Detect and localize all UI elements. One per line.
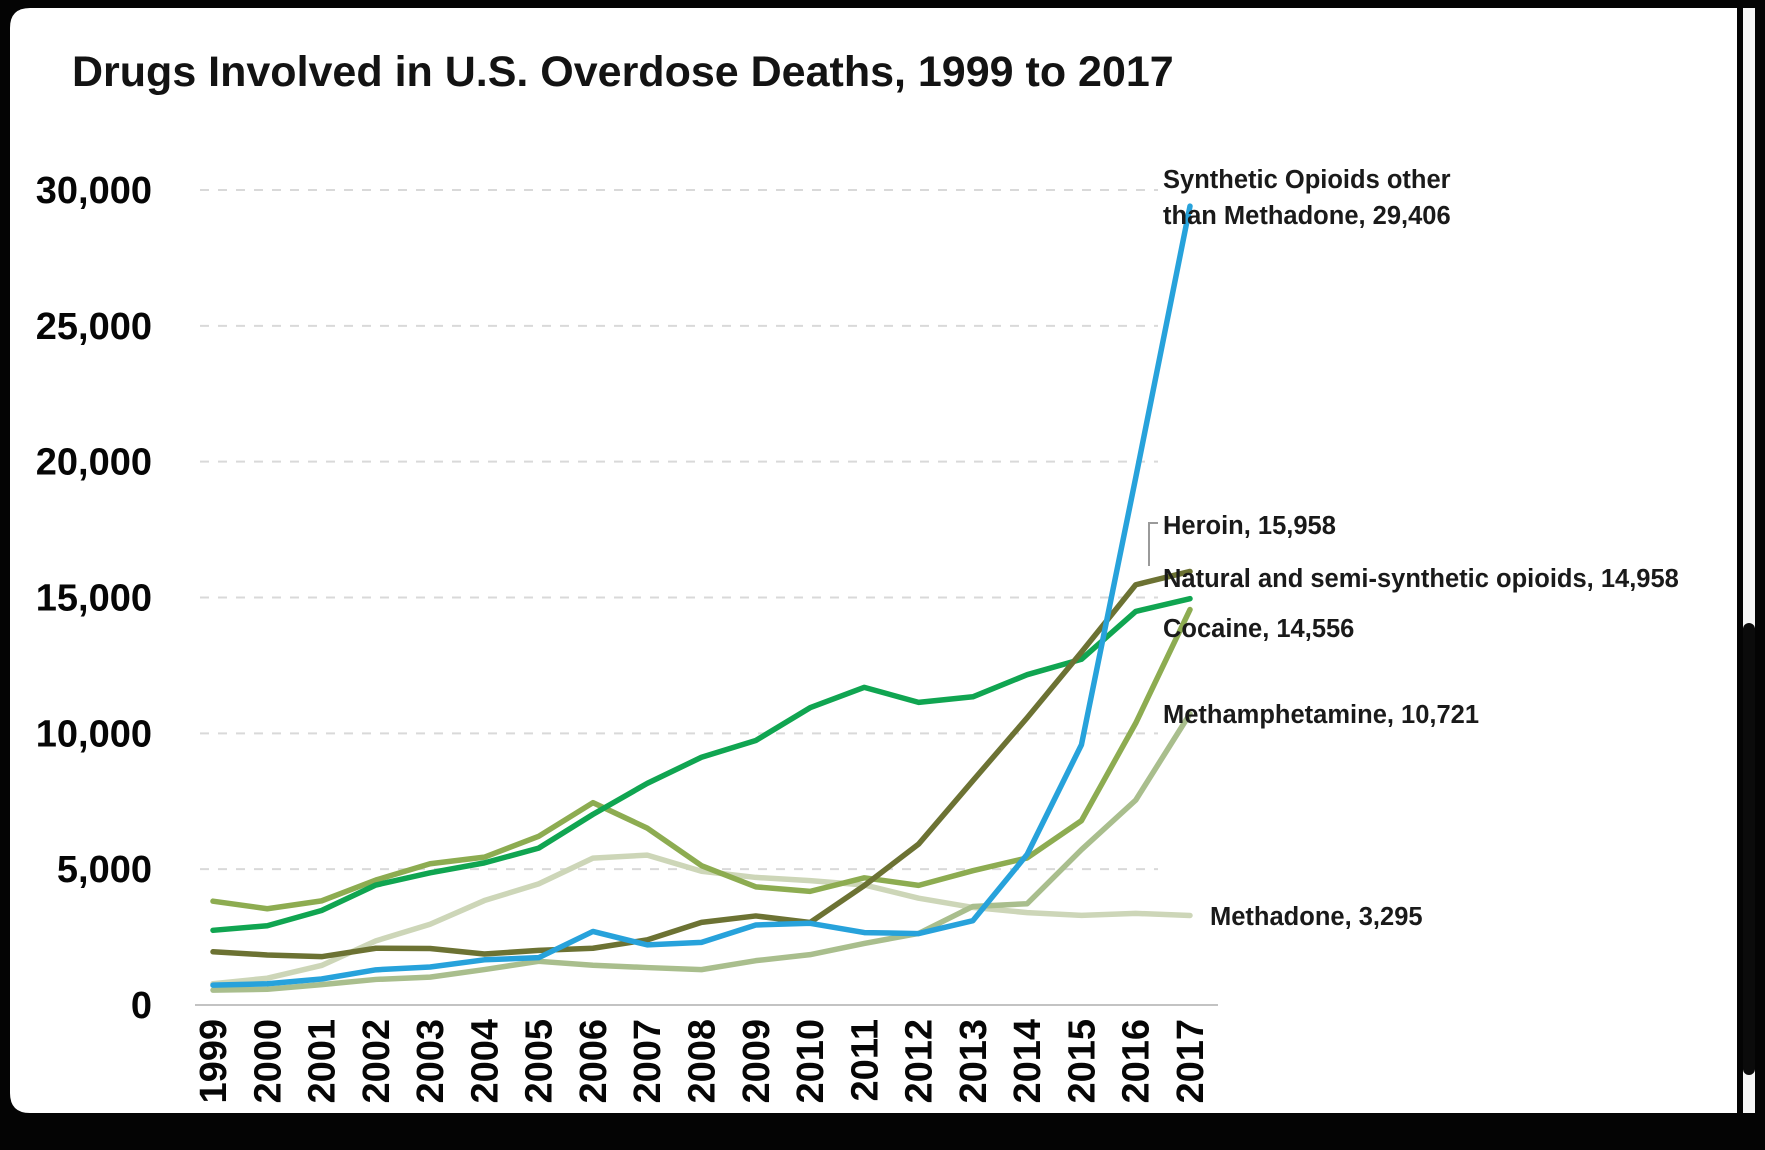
series-label-methadone: Methadone, 3,295: [1210, 903, 1423, 931]
x-tick-label-2016: 2016: [1116, 1019, 1158, 1104]
series-label-cocaine: Cocaine, 14,556: [1163, 615, 1354, 643]
y-tick-label: 15,000: [36, 578, 152, 620]
x-tick-label-2000: 2000: [247, 1019, 289, 1104]
y-tick-label: 30,000: [36, 170, 152, 212]
x-tick-label-2012: 2012: [899, 1019, 941, 1104]
x-tick-label-2017: 2017: [1170, 1019, 1212, 1104]
series-label-synthetic-opioids-other-than-methadone: Synthetic Opioids other: [1163, 166, 1451, 194]
x-tick-label-2011: 2011: [844, 1019, 886, 1101]
chart-title: Drugs Involved in U.S. Overdose Deaths, …: [72, 48, 1174, 96]
series-line-methadone: [210, 852, 1193, 987]
series-end-labels: Synthetic Opioids other than Methadone, 2…: [1163, 166, 1679, 931]
x-tick-label-2001: 2001: [302, 1019, 344, 1104]
series-label-synthetic-opioids-other-than-methadone: than Methadone, 29,406: [1163, 202, 1451, 230]
series-label-heroin: Heroin, 15,958: [1163, 512, 1336, 540]
x-tick-label-2008: 2008: [682, 1019, 724, 1104]
y-tick-label: 10,000: [36, 713, 152, 755]
gridlines: [200, 189, 1158, 871]
series-line-natural-and-semi-synthetic-opioids: [210, 595, 1193, 934]
x-tick-label-2013: 2013: [953, 1019, 995, 1104]
y-axis-tick-labels: 0 5,000 10,000 15,000 20,000 25,000 30,000: [36, 170, 152, 1027]
x-tick-label-2005: 2005: [519, 1019, 561, 1104]
x-tick-label-2007: 2007: [627, 1019, 669, 1104]
x-tick-label-2009: 2009: [736, 1019, 778, 1104]
y-tick-label: 0: [131, 985, 152, 1027]
series-line-synthetic-opioids-other-than-methadone: [210, 203, 1193, 988]
x-tick-label-2014: 2014: [1007, 1019, 1049, 1104]
series-lines: [210, 203, 1193, 993]
series-label-methamphetamine: Methamphetamine, 10,721: [1163, 701, 1479, 729]
scrollbar-thumb[interactable]: [1743, 623, 1755, 1075]
series-line-heroin: [210, 568, 1193, 960]
x-tick-label-2006: 2006: [573, 1019, 615, 1104]
y-tick-label: 25,000: [36, 306, 152, 348]
heroin-label-connector-line: [1148, 522, 1158, 566]
x-tick-label-2015: 2015: [1061, 1019, 1103, 1104]
x-axis-tick-labels: 1999 2000 2001 2002 2003 2004 2005 2006 2007 2008…: [193, 1019, 1212, 1104]
x-tick-label-2003: 2003: [410, 1019, 452, 1104]
y-tick-label: 20,000: [36, 442, 152, 484]
series-label-natural-and-semi-synthetic-opioids: Natural and semi-synthetic opioids, 14,9…: [1163, 565, 1679, 593]
series-line-methamphetamine: [210, 710, 1193, 993]
x-tick-label-2002: 2002: [356, 1019, 398, 1104]
x-tick-label-2010: 2010: [790, 1019, 832, 1104]
chart-canvas: [10, 8, 1737, 1113]
y-tick-label: 5,000: [57, 849, 152, 891]
x-tick-label-2004: 2004: [464, 1019, 506, 1104]
x-tick-label-1999: 1999: [193, 1019, 235, 1104]
